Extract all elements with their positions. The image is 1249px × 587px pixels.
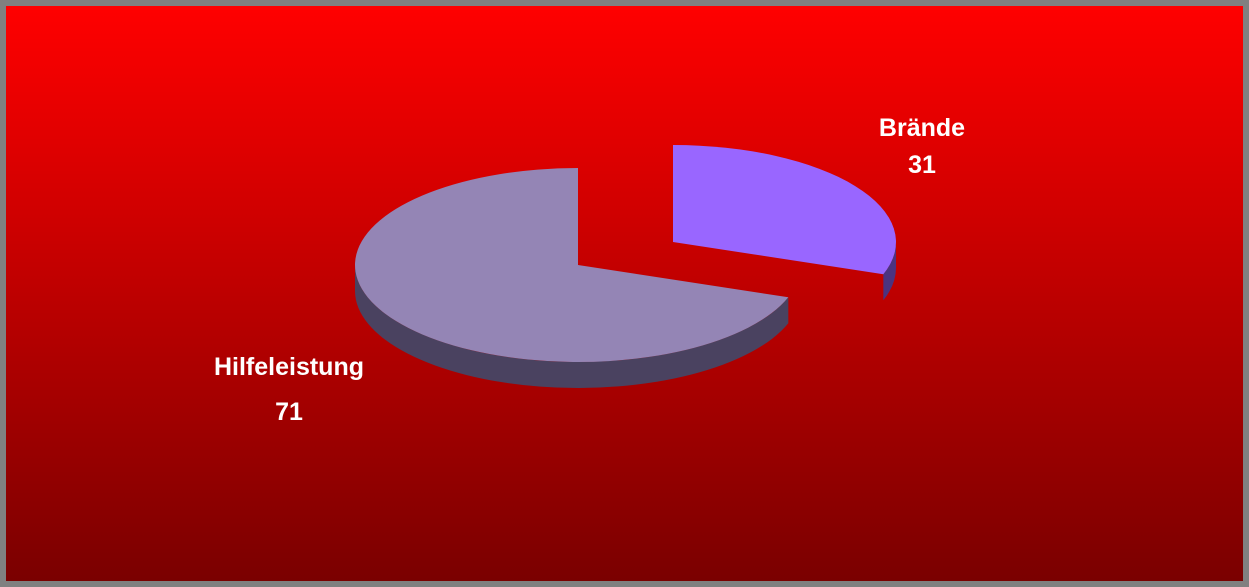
slice-hilfeleistung (354, 168, 789, 388)
labels-layer: Brände 31 Hilfeleistung 71 (214, 114, 965, 426)
slice-side-hilfeleistung (355, 265, 789, 388)
label-hilfeleistung-value: 71 (275, 398, 303, 426)
slice-side-braende (883, 242, 896, 301)
label-braende-name: Brände (879, 114, 965, 142)
label-braende-value: 31 (908, 151, 936, 179)
slices-layer (354, 145, 896, 388)
slice-top-hilfeleistung (354, 168, 789, 362)
slice-top-braende (673, 145, 896, 275)
slice-braende (673, 145, 896, 301)
label-hilfeleistung-name: Hilfeleistung (214, 353, 364, 381)
